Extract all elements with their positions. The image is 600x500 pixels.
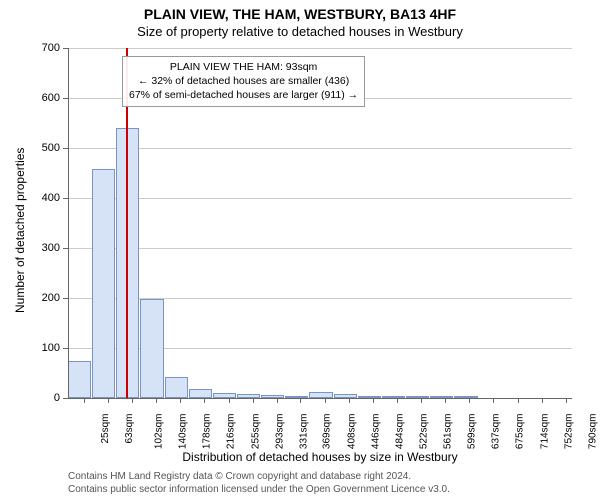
x-tick (566, 398, 567, 403)
x-tick-label: 790sqm (587, 414, 598, 450)
x-tick (349, 398, 350, 403)
x-tick (373, 398, 374, 403)
grid-line (68, 198, 572, 199)
x-tick-label: 561sqm (443, 414, 454, 450)
x-tick (325, 398, 326, 403)
grid-line (68, 48, 572, 49)
x-tick (253, 398, 254, 403)
x-tick (156, 398, 157, 403)
x-tick (397, 398, 398, 403)
x-axis-line (68, 398, 572, 399)
x-tick (204, 398, 205, 403)
x-tick-label: 331sqm (298, 414, 309, 450)
annotation-line: PLAIN VIEW THE HAM: 93sqm (129, 60, 358, 74)
y-axis-line (68, 48, 69, 398)
y-tick-label: 700 (34, 42, 60, 54)
y-tick-label: 300 (34, 242, 60, 254)
x-tick-label: 369sqm (322, 414, 333, 450)
x-tick-label: 216sqm (226, 414, 237, 450)
x-tick-label: 446sqm (371, 414, 382, 450)
grid-line (68, 148, 572, 149)
x-tick (421, 398, 422, 403)
x-tick-label: 752sqm (563, 414, 574, 450)
footer-line-2: Contains public sector information licen… (68, 483, 450, 496)
y-axis-title: Number of detached properties (13, 148, 27, 313)
x-tick-label: 140sqm (178, 414, 189, 450)
x-tick-label: 25sqm (100, 414, 111, 444)
x-tick (180, 398, 181, 403)
x-tick (84, 398, 85, 403)
x-tick-label: 714sqm (539, 414, 550, 450)
x-tick (229, 398, 230, 403)
x-tick (300, 398, 301, 403)
x-tick-label: 255sqm (250, 414, 261, 450)
x-tick (518, 398, 519, 403)
histogram-bar (92, 169, 115, 398)
x-tick-label: 102sqm (154, 414, 165, 450)
x-tick-label: 293sqm (274, 414, 285, 450)
x-tick (277, 398, 278, 403)
histogram-bar (68, 361, 91, 399)
x-tick-label: 599sqm (467, 414, 478, 450)
chart-root: PLAIN VIEW, THE HAM, WESTBURY, BA13 4HF … (0, 0, 600, 500)
histogram-bar (140, 299, 163, 398)
x-tick (493, 398, 494, 403)
x-tick-label: 675sqm (515, 414, 526, 450)
y-tick-label: 200 (34, 292, 60, 304)
x-tick-label: 408sqm (347, 414, 358, 450)
annotation-line: 67% of semi-detached houses are larger (… (129, 88, 358, 102)
y-tick-label: 0 (34, 392, 60, 404)
histogram-bar (165, 377, 188, 398)
footer-line-1: Contains HM Land Registry data © Crown c… (68, 470, 450, 483)
chart-title: PLAIN VIEW, THE HAM, WESTBURY, BA13 4HF (0, 6, 600, 22)
histogram-bar (116, 128, 139, 398)
x-tick-label: 63sqm (124, 414, 135, 444)
y-tick-label: 600 (34, 92, 60, 104)
y-tick-label: 100 (34, 342, 60, 354)
x-tick-label: 522sqm (418, 414, 429, 450)
x-tick (445, 398, 446, 403)
x-axis-title: Distribution of detached houses by size … (68, 450, 572, 464)
x-tick-label: 484sqm (394, 414, 405, 450)
x-tick (542, 398, 543, 403)
annotation-box: PLAIN VIEW THE HAM: 93sqm← 32% of detach… (122, 56, 365, 107)
chart-subtitle: Size of property relative to detached ho… (0, 24, 600, 39)
histogram-bar (189, 389, 212, 398)
x-tick (108, 398, 109, 403)
x-tick (469, 398, 470, 403)
grid-line (68, 248, 572, 249)
x-tick-label: 178sqm (202, 414, 213, 450)
x-tick-label: 637sqm (491, 414, 502, 450)
y-tick-label: 500 (34, 142, 60, 154)
footer-text: Contains HM Land Registry data © Crown c… (68, 470, 450, 496)
annotation-line: ← 32% of detached houses are smaller (43… (129, 74, 358, 88)
y-tick-label: 400 (34, 192, 60, 204)
x-tick (132, 398, 133, 403)
